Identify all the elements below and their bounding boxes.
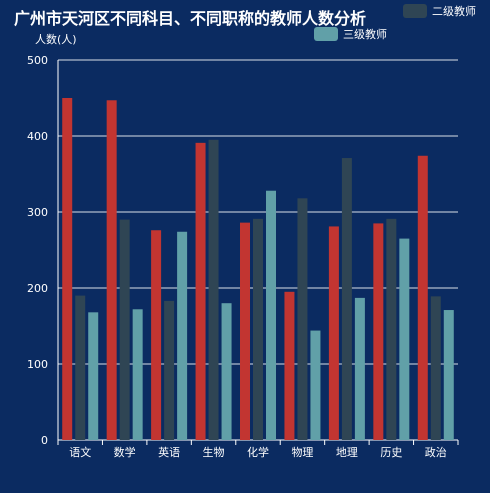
x-tick-label: 化学 bbox=[247, 445, 269, 459]
chart-panel: 0 100 200 300 400 500 语文 数学 英语 生物 化学 物理 地理 历史 政治 人数(人)… bbox=[0, 0, 490, 493]
bar bbox=[443, 310, 454, 440]
bar bbox=[399, 238, 410, 440]
bar bbox=[221, 303, 232, 440]
bar bbox=[373, 223, 384, 440]
bar bbox=[266, 190, 276, 440]
bar bbox=[88, 312, 99, 440]
bar bbox=[310, 330, 321, 440]
bar bbox=[328, 226, 339, 440]
bar bbox=[430, 296, 441, 440]
bar bbox=[341, 158, 352, 441]
x-tick-label: 地理 bbox=[336, 446, 358, 459]
y-tick-label: 100 bbox=[27, 358, 48, 371]
legend-item-second-level[interactable]: 二级教师 bbox=[403, 4, 476, 18]
legend-label: 二级教师 bbox=[432, 5, 476, 18]
legend-label: 三级教师 bbox=[343, 28, 387, 41]
bar bbox=[284, 291, 295, 440]
bar bbox=[177, 231, 188, 440]
bar bbox=[240, 222, 250, 440]
bar bbox=[386, 218, 397, 440]
bar bbox=[132, 309, 143, 440]
bar bbox=[164, 300, 175, 440]
y-tick-label: 400 bbox=[27, 130, 48, 143]
x-tick-label: 历史 bbox=[380, 446, 402, 459]
bar bbox=[151, 230, 162, 440]
bar bbox=[195, 142, 206, 440]
x-tick-label: 物理 bbox=[291, 445, 313, 459]
x-tick-label: 生物 bbox=[203, 445, 225, 459]
bar-chart: 0 100 200 300 400 500 语文 数学 英语 生物 化学 物理 地理 历史 政治 bbox=[27, 54, 459, 459]
bar bbox=[417, 155, 428, 440]
x-tick-label: 政治 bbox=[425, 445, 447, 459]
bar bbox=[75, 295, 86, 440]
y-tick-label: 300 bbox=[27, 206, 48, 219]
y-axis-title: 人数(人) bbox=[35, 33, 77, 46]
bar bbox=[208, 139, 219, 441]
x-tick-label: 数学 bbox=[114, 445, 136, 459]
y-tick-label: 0 bbox=[41, 434, 48, 447]
bar bbox=[297, 198, 308, 440]
chart-title: 广州市天河区不同科目、不同职称的教师人数分析 bbox=[14, 9, 367, 28]
y-tick-label: 200 bbox=[27, 282, 48, 295]
bar bbox=[119, 219, 130, 440]
bar bbox=[106, 100, 117, 440]
bar bbox=[253, 218, 263, 440]
legend-swatch bbox=[314, 27, 338, 41]
y-tick-label: 500 bbox=[27, 54, 48, 67]
legend-swatch bbox=[403, 4, 427, 18]
legend-item-third-level[interactable]: 三级教师 bbox=[314, 27, 387, 41]
x-tick-label: 英语 bbox=[158, 445, 180, 459]
x-tick-label: 语文 bbox=[69, 445, 91, 459]
bar bbox=[354, 297, 365, 440]
bar bbox=[62, 98, 73, 440]
